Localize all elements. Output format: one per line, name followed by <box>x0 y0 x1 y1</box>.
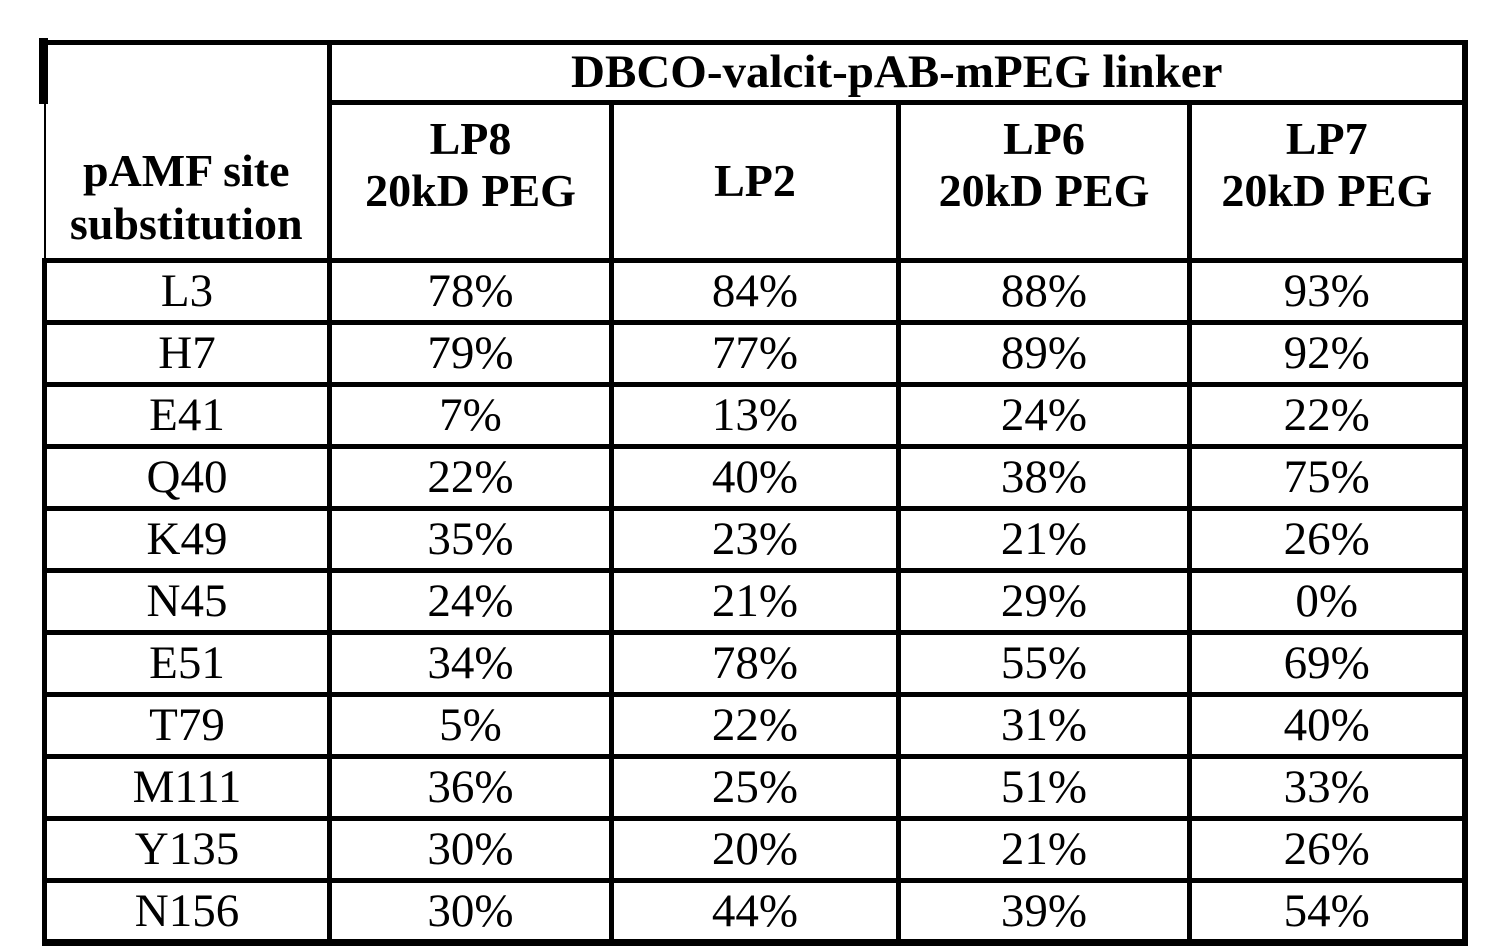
table-row: K49 35% 23% 21% 26% <box>42 506 1468 573</box>
column-header-lp7: LP7 20kD PEG <box>1187 100 1468 263</box>
value-cell: 21% <box>896 816 1192 883</box>
value-cell: 51% <box>896 754 1192 821</box>
table-row: E51 34% 78% 55% 69% <box>42 630 1468 697</box>
value-cell: 21% <box>896 506 1192 573</box>
value-cell: 24% <box>896 382 1192 449</box>
site-cell: H7 <box>42 320 332 387</box>
value-cell: 29% <box>896 568 1192 635</box>
value-cell: 0% <box>1187 568 1468 635</box>
table-row: T79 5% 22% 31% 40% <box>42 692 1468 759</box>
row-header-cell: pAMF site substitution <box>43 40 332 263</box>
site-cell: N156 <box>42 878 332 946</box>
site-cell: K49 <box>42 506 332 573</box>
value-cell: 7% <box>327 382 614 449</box>
site-cell: L3 <box>42 258 332 325</box>
value-cell: 89% <box>896 320 1192 387</box>
table-row: L3 78% 84% 88% 93% <box>42 258 1468 325</box>
site-cell: E41 <box>42 382 332 449</box>
column-header-lp8: LP8 20kD PEG <box>327 100 614 263</box>
column-header-lp2: LP2 <box>609 100 901 263</box>
table-row: Q40 22% 40% 38% 75% <box>42 444 1468 511</box>
value-cell: 22% <box>1187 382 1468 449</box>
table-row: N45 24% 21% 29% 0% <box>42 568 1468 635</box>
value-cell: 88% <box>896 258 1192 325</box>
table-row: Y135 30% 20% 21% 26% <box>42 816 1468 883</box>
site-cell: Y135 <box>42 816 332 883</box>
value-cell: 33% <box>1187 754 1468 821</box>
value-cell: 25% <box>609 754 901 821</box>
value-cell: 23% <box>609 506 901 573</box>
value-cell: 21% <box>609 568 901 635</box>
site-cell: E51 <box>42 630 332 697</box>
site-cell: M111 <box>42 754 332 821</box>
value-cell: 13% <box>609 382 901 449</box>
site-cell: T79 <box>42 692 332 759</box>
value-cell: 35% <box>327 506 614 573</box>
value-cell: 40% <box>1187 692 1468 759</box>
linker-title-cell: DBCO-valcit-pAB-mPEG linker <box>327 40 1468 105</box>
value-cell: 34% <box>327 630 614 697</box>
value-cell: 20% <box>609 816 901 883</box>
value-cell: 26% <box>1187 816 1468 883</box>
value-cell: 40% <box>609 444 901 511</box>
value-cell: 22% <box>609 692 901 759</box>
value-cell: 69% <box>1187 630 1468 697</box>
value-cell: 26% <box>1187 506 1468 573</box>
column-header-row: LP8 20kD PEG LP2 LP6 20kD PEG LP7 20kD P… <box>45 100 1468 263</box>
linker-header-row: pAMF site substitution DBCO-valcit-pAB-m… <box>43 40 1468 263</box>
site-cell: N45 <box>42 568 332 635</box>
value-cell: 24% <box>327 568 614 635</box>
table-row: H7 79% 77% 89% 92% <box>42 320 1468 387</box>
document-table-container: pAMF site substitution DBCO-valcit-pAB-m… <box>39 38 1468 946</box>
column-header-lp6: LP6 20kD PEG <box>896 100 1192 263</box>
site-cell: Q40 <box>42 444 332 511</box>
value-cell: 30% <box>327 816 614 883</box>
value-cell: 77% <box>609 320 901 387</box>
value-cell: 55% <box>896 630 1192 697</box>
table-header: pAMF site substitution DBCO-valcit-pAB-m… <box>43 40 1468 263</box>
value-cell: 84% <box>609 258 901 325</box>
value-cell: 36% <box>327 754 614 821</box>
value-cell: 78% <box>609 630 901 697</box>
table-body: L3 78% 84% 88% 93% H7 79% 77% 89% 92% E4… <box>42 258 1468 946</box>
value-cell: 5% <box>327 692 614 759</box>
table-row: N156 30% 44% 39% 54% <box>42 878 1468 946</box>
value-cell: 75% <box>1187 444 1468 511</box>
value-cell: 78% <box>327 258 614 325</box>
value-cell: 38% <box>896 444 1192 511</box>
value-cell: 31% <box>896 692 1192 759</box>
value-cell: 54% <box>1187 878 1468 946</box>
value-cell: 93% <box>1187 258 1468 325</box>
value-cell: 79% <box>327 320 614 387</box>
table-row: E41 7% 13% 24% 22% <box>42 382 1468 449</box>
value-cell: 39% <box>896 878 1192 946</box>
value-cell: 92% <box>1187 320 1468 387</box>
value-cell: 22% <box>327 444 614 511</box>
value-cell: 30% <box>327 878 614 946</box>
table-row: M111 36% 25% 51% 33% <box>42 754 1468 821</box>
value-cell: 44% <box>609 878 901 946</box>
peg-conjugation-table: pAMF site substitution DBCO-valcit-pAB-m… <box>42 40 1468 946</box>
corner-border-stub <box>39 38 48 104</box>
